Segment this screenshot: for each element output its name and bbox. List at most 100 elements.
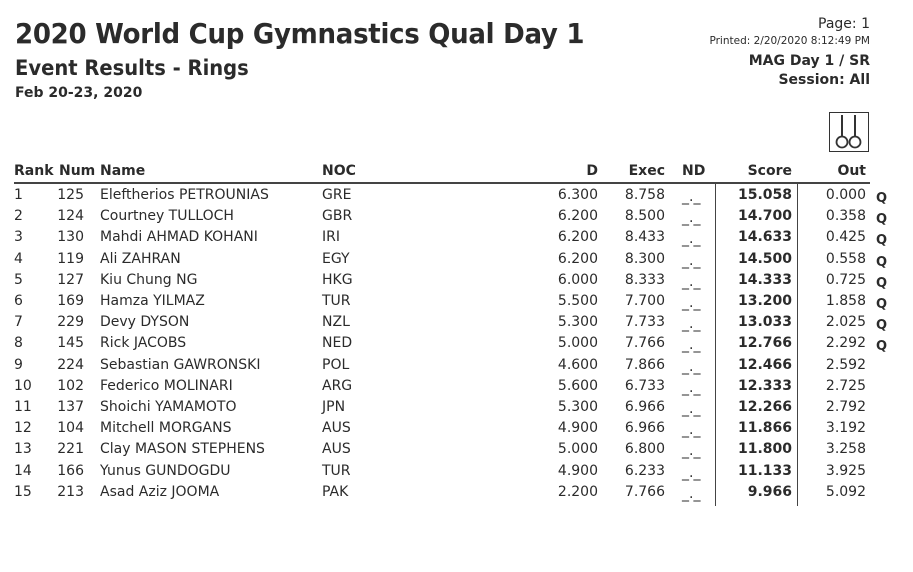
cell-score: 11.800	[737, 441, 792, 458]
cell-exec: 6.966	[624, 420, 665, 437]
cell-out: 3.192	[825, 420, 866, 437]
cell-out: 0.425	[825, 229, 866, 246]
cell-name: Sebastian GAWRONSKI	[100, 356, 261, 373]
cell-out: 3.925	[825, 462, 866, 479]
cell-out: 2.292	[825, 335, 866, 352]
cell-name: Clay MASON STEPHENS	[100, 441, 265, 458]
cell-nd: _._	[682, 401, 701, 417]
cell-d: 6.200	[557, 229, 598, 246]
cell-qualified-mark: Q	[876, 191, 888, 206]
cell-exec: 8.333	[624, 271, 665, 288]
cell-d: 5.300	[557, 399, 598, 415]
cell-noc: JPN	[322, 399, 346, 415]
cell-d: 5.000	[557, 335, 598, 352]
cell-num: 169	[57, 293, 84, 309]
cell-noc: EGY	[322, 250, 350, 267]
cell-score: 11.866	[737, 420, 792, 437]
column-header-num: Num	[59, 163, 96, 179]
cell-exec: 8.500	[624, 208, 665, 225]
cell-name: Asad Aziz JOOMA	[100, 483, 220, 500]
cell-score: 11.133	[737, 462, 792, 479]
cell-score: 9.966	[747, 483, 792, 500]
cell-num: 213	[57, 483, 84, 500]
cell-d: 2.200	[557, 483, 598, 500]
cell-name: Courtney TULLOCH	[100, 208, 234, 225]
column-header-noc: NOC	[322, 163, 356, 179]
cell-nd: _._	[682, 422, 701, 439]
cell-out: 2.725	[825, 377, 866, 394]
cell-rank: 10	[14, 377, 32, 394]
cell-rank: 8	[14, 335, 23, 352]
cell-out: 0.000	[825, 187, 866, 203]
cell-d: 4.600	[557, 356, 598, 373]
cell-d: 5.500	[557, 293, 598, 309]
score-right-divider	[797, 184, 798, 506]
session-label: Session: All	[778, 72, 870, 88]
cell-rank: 3	[14, 229, 23, 246]
cell-nd: _._	[682, 337, 701, 354]
cell-num: 127	[57, 271, 84, 288]
cell-out: 3.258	[825, 441, 866, 458]
printed-timestamp: Printed: 2/20/2020 8:12:49 PM	[709, 35, 870, 47]
cell-noc: TUR	[322, 462, 351, 479]
cell-noc: AUS	[322, 441, 351, 458]
cell-num: 137	[57, 399, 84, 415]
cell-score: 14.700	[737, 208, 792, 225]
cell-nd: _._	[682, 316, 701, 333]
cell-score: 13.200	[737, 293, 792, 309]
cell-rank: 6	[14, 293, 23, 309]
cell-d: 5.300	[557, 314, 598, 331]
cell-qualified-mark: Q	[876, 318, 888, 334]
cell-name: Mahdi AHMAD KOHANI	[100, 229, 258, 246]
cell-nd: _._	[682, 485, 701, 502]
cell-rank: 15	[14, 483, 32, 500]
cell-name: Eleftherios PETROUNIAS	[100, 187, 269, 203]
column-header-d: D	[586, 163, 598, 179]
cell-noc: AUS	[322, 420, 351, 437]
cell-num: 224	[57, 356, 84, 373]
cell-exec: 7.866	[624, 356, 665, 373]
cell-d: 4.900	[557, 462, 598, 479]
cell-score: 13.033	[737, 314, 792, 331]
document-title: 2020 World Cup Gymnastics Qual Day 1	[15, 17, 585, 50]
cell-num: 221	[57, 441, 84, 458]
cell-score: 12.266	[737, 399, 792, 415]
session-day: MAG Day 1 / SR	[748, 53, 870, 69]
cell-num: 119	[57, 250, 84, 267]
event-subtitle: Event Results - Rings	[15, 56, 249, 80]
cell-num: 125	[57, 187, 84, 203]
cell-nd: _._	[682, 189, 701, 205]
cell-rank: 2	[14, 208, 23, 225]
cell-name: Ali ZAHRAN	[100, 250, 181, 267]
cell-num: 130	[57, 229, 84, 246]
cell-nd: _._	[682, 273, 701, 290]
cell-nd: _._	[682, 210, 701, 227]
column-header-name: Name	[100, 163, 146, 179]
cell-rank: 4	[14, 250, 23, 267]
cell-noc: ARG	[322, 377, 353, 394]
cell-rank: 7	[14, 314, 23, 331]
cell-name: Hamza YILMAZ	[100, 293, 205, 309]
cell-noc: TUR	[322, 293, 351, 309]
cell-nd: _._	[682, 295, 701, 311]
cell-qualified-mark: Q	[876, 339, 888, 355]
cell-d: 5.000	[557, 441, 598, 458]
cell-exec: 8.758	[624, 187, 665, 203]
cell-score: 14.333	[737, 271, 792, 288]
cell-noc: HKG	[322, 271, 353, 288]
cell-name: Kiu Chung NG	[100, 271, 198, 288]
cell-num: 102	[57, 377, 84, 394]
cell-score: 15.058	[737, 187, 792, 203]
cell-d: 6.000	[557, 271, 598, 288]
cell-exec: 8.433	[624, 229, 665, 246]
cell-rank: 13	[14, 441, 32, 458]
column-header-rank: Rank	[14, 163, 54, 179]
cell-score: 12.333	[737, 377, 792, 394]
cell-nd: _._	[682, 231, 701, 248]
cell-nd: _._	[682, 464, 701, 481]
cell-out: 2.592	[825, 356, 866, 373]
cell-rank: 1	[14, 187, 23, 203]
column-header-out: Out	[837, 163, 866, 179]
cell-qualified-mark: Q	[876, 212, 888, 228]
cell-nd: _._	[682, 252, 701, 269]
